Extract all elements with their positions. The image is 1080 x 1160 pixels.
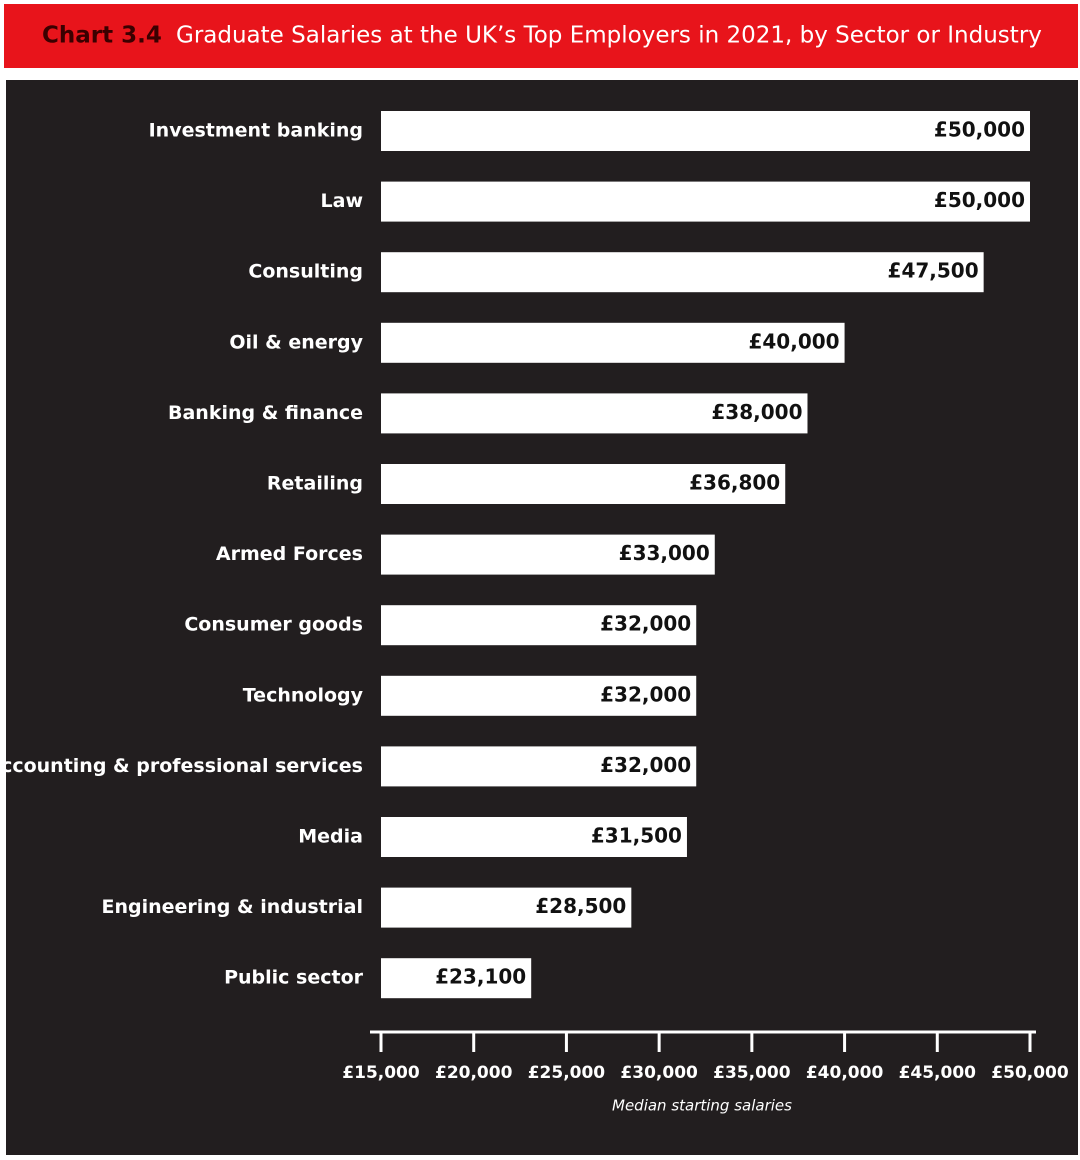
bar: [381, 252, 984, 293]
x-axis-label: Median starting salaries: [612, 1097, 792, 1115]
x-tick-label: £30,000: [620, 1063, 698, 1083]
y-tick-label: Banking & finance: [168, 402, 363, 424]
bar: [381, 605, 697, 646]
y-tick-label: Consumer goods: [184, 614, 363, 636]
value-label: £38,000: [711, 400, 802, 424]
y-tick-label: Media: [298, 826, 363, 848]
chart-title: Graduate Salaries at the UK’s Top Employ…: [176, 23, 1042, 49]
bar: [381, 675, 697, 716]
bar: [381, 393, 808, 434]
bar: [381, 958, 532, 999]
y-tick-label: Armed Forces: [216, 543, 363, 565]
value-label: £40,000: [748, 329, 839, 353]
bar: [381, 817, 687, 857]
bar: [381, 111, 1030, 151]
x-tick-label: £40,000: [806, 1063, 884, 1083]
value-label: £32,000: [600, 682, 691, 706]
y-tick-label: Retailing: [267, 473, 363, 495]
bar: [381, 464, 786, 504]
y-tick-label: Technology: [243, 684, 364, 706]
x-tick-label: £50,000: [991, 1063, 1069, 1083]
y-tick-label: Public sector: [224, 967, 364, 989]
value-label: £36,800: [689, 471, 780, 495]
value-label: £32,000: [600, 612, 691, 636]
y-tick-label: Consulting: [248, 261, 363, 283]
bar: [381, 887, 632, 928]
y-tick-label: Accounting & professional services: [0, 755, 363, 777]
title-bar: [4, 4, 1078, 68]
x-tick-label: £35,000: [713, 1063, 791, 1083]
x-tick-label: £25,000: [528, 1063, 606, 1083]
bar: [381, 181, 1030, 222]
value-label: £33,000: [619, 541, 710, 565]
value-label: £47,500: [888, 259, 979, 283]
chart-label: Chart 3.4: [42, 23, 162, 49]
x-tick-label: £15,000: [342, 1063, 420, 1083]
x-tick-label: £20,000: [435, 1063, 513, 1083]
value-label: £50,000: [934, 118, 1025, 142]
y-tick-label: Oil & energy: [229, 331, 363, 353]
value-label: £23,100: [435, 965, 526, 989]
value-label: £32,000: [600, 753, 691, 777]
bar: [381, 746, 697, 787]
bar: [381, 322, 845, 363]
value-label: £50,000: [934, 188, 1025, 212]
x-tick-label: £45,000: [899, 1063, 977, 1083]
y-tick-label: Engineering & industrial: [101, 896, 363, 918]
y-tick-label: Law: [321, 190, 363, 212]
bar: [381, 534, 715, 575]
value-label: £31,500: [591, 824, 682, 848]
value-label: £28,500: [535, 894, 626, 918]
y-tick-label: Investment banking: [149, 120, 363, 142]
